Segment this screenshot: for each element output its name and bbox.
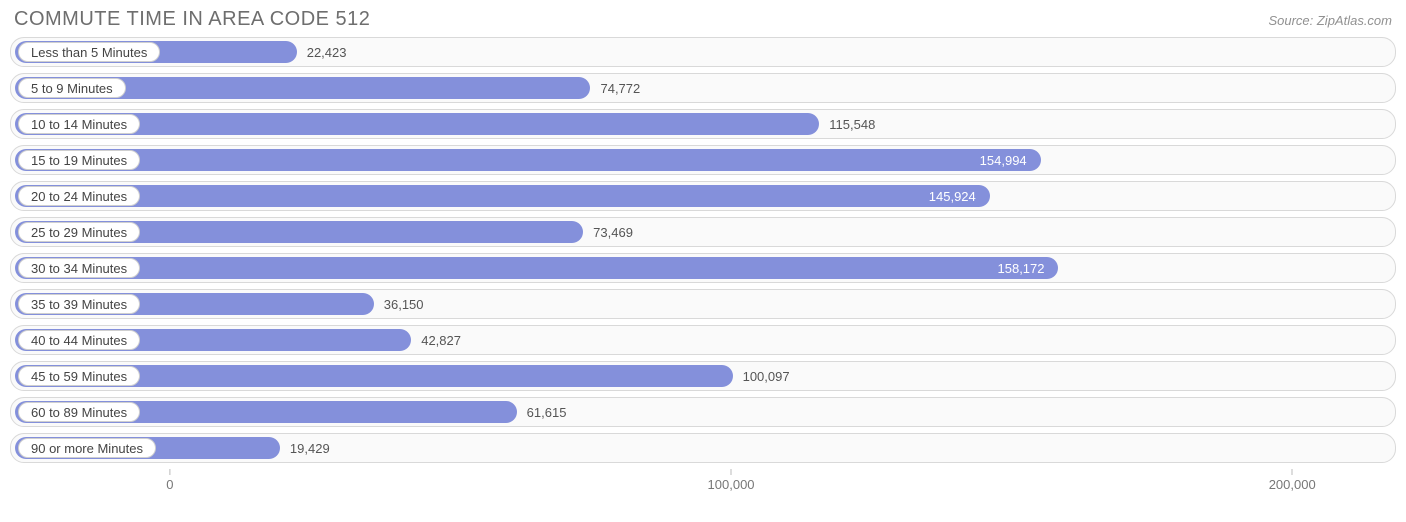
category-pill: Less than 5 Minutes <box>18 42 160 62</box>
x-tick-line <box>1292 469 1293 475</box>
x-tick-line <box>731 469 732 475</box>
bar-row: 5 to 9 Minutes 74,772 <box>10 73 1396 103</box>
bar <box>15 257 1058 279</box>
bar-row: Less than 5 Minutes 22,423 <box>10 37 1396 67</box>
x-tick-label: 0 <box>166 477 173 492</box>
bar-row: 10 to 14 Minutes 115,548 <box>10 109 1396 139</box>
x-tick: 100,000 <box>708 469 755 492</box>
category-pill: 35 to 39 Minutes <box>18 294 140 314</box>
category-pill: 30 to 34 Minutes <box>18 258 140 278</box>
value-label: 42,827 <box>421 326 461 354</box>
bar-row: 90 or more Minutes 19,429 <box>10 433 1396 463</box>
x-tick-label: 100,000 <box>708 477 755 492</box>
bar-row: 20 to 24 Minutes 145,924 <box>10 181 1396 211</box>
x-tick: 0 <box>166 469 173 492</box>
bar-row: 30 to 34 Minutes 158,172 <box>10 253 1396 283</box>
category-pill: 45 to 59 Minutes <box>18 366 140 386</box>
chart-plot: Less than 5 Minutes 22,423 5 to 9 Minutes 7… <box>10 37 1396 463</box>
value-label: 22,423 <box>307 38 347 66</box>
category-pill: 5 to 9 Minutes <box>18 78 126 98</box>
bar-row: 15 to 19 Minutes 154,994 <box>10 145 1396 175</box>
category-pill: 20 to 24 Minutes <box>18 186 140 206</box>
bar-row: 25 to 29 Minutes 73,469 <box>10 217 1396 247</box>
chart-title: COMMUTE TIME IN AREA CODE 512 <box>14 8 370 31</box>
x-tick-label: 200,000 <box>1269 477 1316 492</box>
bar-row: 40 to 44 Minutes 42,827 <box>10 325 1396 355</box>
bar-row: 60 to 89 Minutes 61,615 <box>10 397 1396 427</box>
value-label: 36,150 <box>384 290 424 318</box>
bar-row: 45 to 59 Minutes 100,097 <box>10 361 1396 391</box>
value-label: 61,615 <box>527 398 567 426</box>
bar <box>15 185 990 207</box>
value-label: 115,548 <box>829 110 875 138</box>
category-pill: 15 to 19 Minutes <box>18 150 140 170</box>
value-label: 154,994 <box>980 146 1027 174</box>
category-pill: 40 to 44 Minutes <box>18 330 140 350</box>
category-pill: 60 to 89 Minutes <box>18 402 140 422</box>
category-pill: 90 or more Minutes <box>18 438 156 458</box>
source-name: ZipAtlas.com <box>1317 13 1392 28</box>
value-label: 145,924 <box>929 182 976 210</box>
x-tick-line <box>169 469 170 475</box>
x-axis: 0 100,000 200,000 <box>10 469 1396 497</box>
value-label: 100,097 <box>743 362 790 390</box>
x-tick: 200,000 <box>1269 469 1316 492</box>
bar <box>15 149 1041 171</box>
value-label: 158,172 <box>998 254 1045 282</box>
value-label: 74,772 <box>600 74 640 102</box>
category-pill: 25 to 29 Minutes <box>18 222 140 242</box>
category-pill: 10 to 14 Minutes <box>18 114 140 134</box>
value-label: 19,429 <box>290 434 330 462</box>
chart-container: COMMUTE TIME IN AREA CODE 512 Source: Zi… <box>0 0 1406 522</box>
chart-source: Source: ZipAtlas.com <box>1268 13 1392 28</box>
value-label: 73,469 <box>593 218 633 246</box>
bar-row: 35 to 39 Minutes 36,150 <box>10 289 1396 319</box>
chart-header: COMMUTE TIME IN AREA CODE 512 Source: Zi… <box>10 8 1396 37</box>
source-prefix: Source: <box>1268 13 1316 28</box>
